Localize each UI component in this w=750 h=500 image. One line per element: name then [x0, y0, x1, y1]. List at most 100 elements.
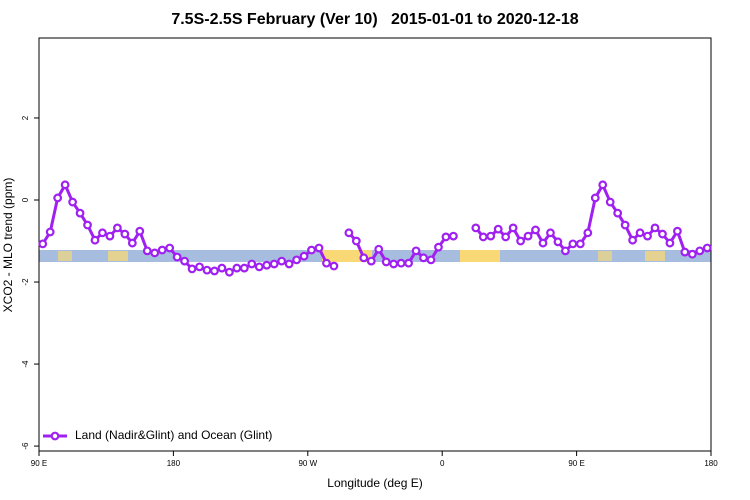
- data-point: [643, 231, 652, 241]
- data-point: [411, 246, 421, 256]
- data-point: [561, 246, 570, 256]
- data-point: [112, 223, 122, 233]
- data-point: [620, 220, 630, 230]
- y-tick-label: -4: [21, 360, 30, 368]
- data-point: [150, 248, 160, 258]
- data-point: [575, 239, 585, 249]
- data-point: [120, 229, 130, 239]
- y-tick-label: -2: [21, 278, 30, 286]
- data-point: [396, 258, 406, 268]
- chart-title: 7.5S-2.5S February (Ver 10) 2015-01-01 t…: [171, 11, 578, 28]
- data-point: [590, 193, 600, 203]
- data-point: [426, 255, 436, 265]
- data-point: [486, 231, 496, 241]
- data-point: [366, 256, 376, 266]
- data-point: [202, 265, 212, 275]
- data-point: [501, 232, 511, 242]
- data-point: [75, 208, 85, 218]
- legend-marker: [50, 431, 60, 441]
- data-point: [546, 228, 555, 238]
- data-point: [449, 231, 458, 241]
- data-point: [68, 197, 77, 207]
- data-point: [665, 238, 675, 248]
- data-point: [598, 180, 608, 190]
- data-point: [389, 259, 399, 269]
- data-point: [516, 236, 525, 246]
- data-point: [419, 253, 428, 263]
- data-point: [224, 267, 234, 277]
- data-point: [471, 223, 481, 233]
- data-point: [187, 264, 197, 274]
- data-point: [508, 223, 518, 233]
- data-point: [434, 242, 443, 252]
- data-point: [583, 228, 593, 238]
- data-point: [262, 260, 272, 270]
- data-point: [307, 245, 316, 255]
- y-axis-label: XCO2 - MLO trend (ppm): [1, 178, 15, 313]
- x-tick-label: 90 E: [31, 459, 47, 468]
- y-tick-label: -6: [21, 442, 30, 450]
- data-point: [314, 243, 324, 253]
- data-point: [374, 244, 384, 254]
- data-point: [359, 253, 369, 263]
- data-point: [568, 239, 578, 249]
- data-point: [45, 227, 55, 237]
- data-point: [172, 252, 182, 262]
- data-point: [142, 246, 152, 256]
- data-point: [60, 180, 70, 190]
- legend-label: Land (Nadir&Glint) and Ocean (Glint): [75, 428, 272, 442]
- data-point: [180, 256, 190, 266]
- data-point: [165, 243, 175, 253]
- data-point: [127, 238, 137, 248]
- data-point: [493, 224, 503, 234]
- data-point: [329, 261, 339, 271]
- data-point: [277, 256, 287, 266]
- data-point: [702, 243, 712, 253]
- data-point: [322, 258, 331, 268]
- x-tick-label: 180: [704, 459, 718, 468]
- data-point: [523, 231, 533, 241]
- data-point: [441, 232, 451, 242]
- data-point: [269, 259, 279, 269]
- data-point: [344, 228, 354, 238]
- data-point: [299, 251, 309, 261]
- data-point: [658, 229, 667, 239]
- data-point: [404, 258, 414, 268]
- data-point: [98, 228, 107, 238]
- plot-frame: [38, 37, 712, 452]
- data-point: [217, 263, 227, 273]
- data-point: [673, 226, 682, 236]
- data-point: [195, 262, 204, 272]
- data-point: [478, 232, 488, 242]
- data-point: [635, 228, 645, 238]
- data-point: [553, 237, 563, 247]
- data-point: [351, 236, 361, 246]
- data-point: [680, 247, 690, 257]
- data-point: [232, 263, 242, 273]
- data-point: [605, 197, 615, 207]
- data-point: [254, 262, 264, 272]
- data-point: [38, 239, 48, 249]
- data-point: [90, 235, 100, 245]
- data-point: [53, 193, 63, 203]
- data-point: [83, 220, 92, 230]
- data-point: [247, 259, 257, 269]
- x-axis-label: Longitude (deg E): [327, 476, 422, 490]
- data-point: [381, 257, 391, 267]
- data-point: [613, 208, 623, 218]
- data-point: [628, 235, 637, 245]
- data-point: [135, 226, 145, 236]
- data-point: [538, 238, 548, 248]
- data-point: [105, 231, 115, 241]
- data-point: [292, 255, 302, 265]
- x-tick-label: 0: [440, 459, 445, 468]
- x-tick-label: 90 W: [298, 459, 317, 468]
- x-tick-label: 180: [167, 459, 181, 468]
- data-point: [210, 266, 219, 276]
- data-point: [531, 225, 540, 235]
- y-tick-label: 0: [21, 197, 30, 202]
- data-point: [157, 245, 167, 255]
- y-tick-label: 2: [21, 115, 30, 120]
- data-point: [687, 249, 697, 259]
